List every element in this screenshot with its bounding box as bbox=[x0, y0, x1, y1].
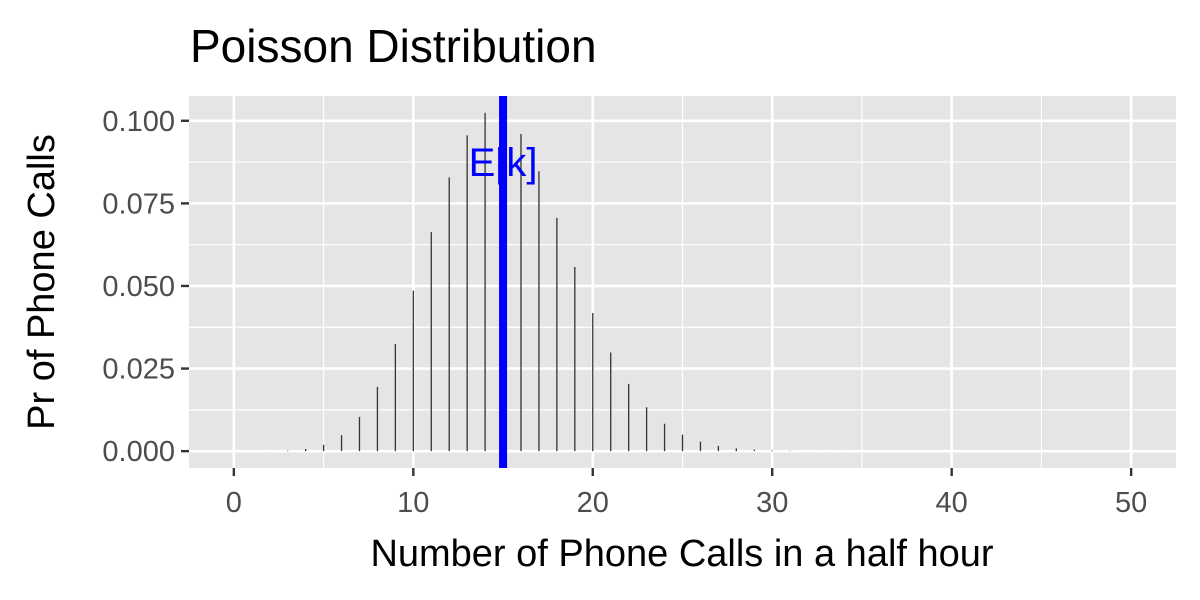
x-tick-label: 20 bbox=[577, 487, 609, 519]
x-tick-label: 40 bbox=[936, 487, 968, 519]
x-tick-label: 0 bbox=[226, 487, 242, 519]
y-axis: 0.000 0.025 0.050 0.075 0.100 bbox=[102, 106, 189, 468]
expected-value-label: E[k] bbox=[469, 141, 538, 185]
chart-title: Poisson Distribution bbox=[190, 20, 597, 72]
y-tick-label: 0.075 bbox=[102, 188, 175, 220]
y-tick-label: 0.000 bbox=[102, 436, 175, 468]
x-axis-title: Number of Phone Calls in a half hour bbox=[370, 533, 993, 575]
y-tick-label: 0.050 bbox=[102, 271, 175, 303]
x-axis: 0 10 20 30 40 50 bbox=[226, 468, 1147, 519]
y-axis-title: Pr of Phone Calls bbox=[21, 134, 63, 430]
x-tick-label: 30 bbox=[756, 487, 788, 519]
x-tick-label: 50 bbox=[1115, 487, 1147, 519]
y-tick-label: 0.100 bbox=[102, 106, 175, 138]
x-tick-label: 10 bbox=[397, 487, 429, 519]
y-tick-label: 0.025 bbox=[102, 354, 175, 386]
